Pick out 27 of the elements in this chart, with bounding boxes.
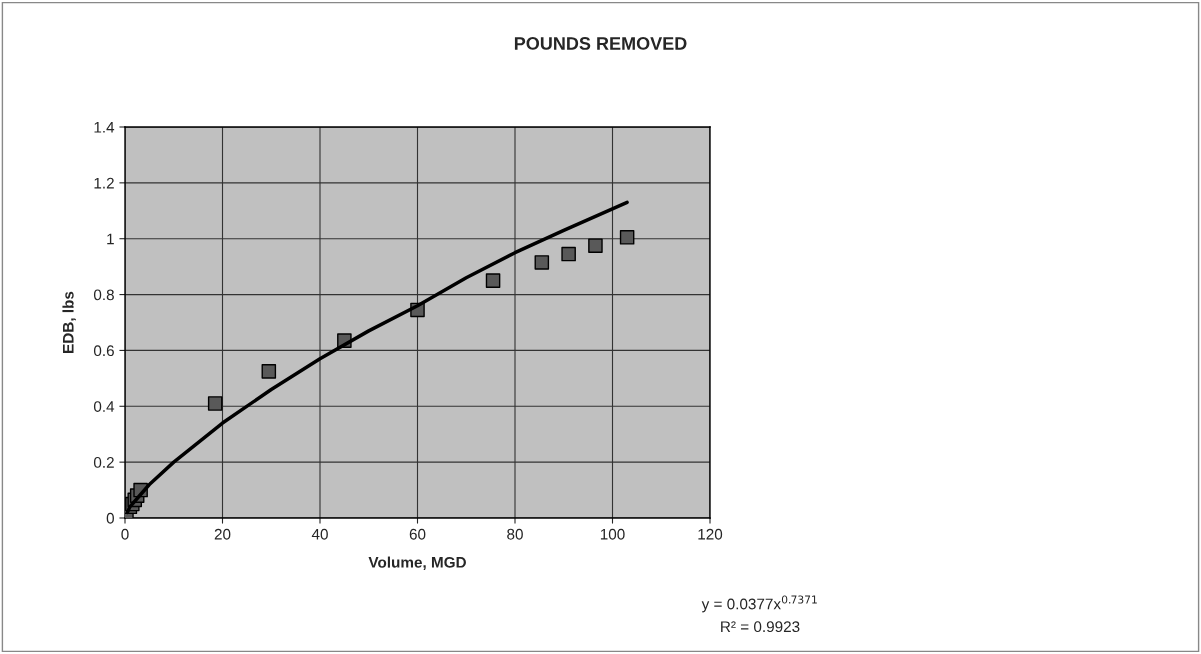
y-tick-label: 1.2 [94, 177, 114, 189]
x-tick-label: 100 [600, 528, 625, 540]
text: y = 0.0377x$^{0.7371}$ [701, 595, 817, 613]
x-tick-label: 80 [507, 528, 523, 540]
point [261, 364, 277, 379]
chart-title: POUNDS REMOVED [514, 37, 687, 50]
x-tick-label: 20 [214, 528, 231, 540]
y-tick-label: 0.4 [93, 401, 115, 412]
y-tick-label: 1.4 [94, 122, 115, 133]
y-tick-label: 1 [107, 233, 114, 245]
point [485, 273, 501, 288]
point [619, 230, 635, 245]
x-tick-label: 0 [121, 528, 129, 540]
y-axis-title: EDB, lbs [62, 291, 76, 353]
x-axis-title: Volume, MGD [368, 556, 466, 570]
point [561, 246, 576, 262]
x-tick-label: 60 [409, 528, 426, 540]
y-tick-label: 0.6 [93, 345, 114, 357]
x-tick-label: 120 [698, 528, 723, 540]
point [207, 396, 223, 411]
text: R² = 0.9923 [721, 621, 800, 633]
y-tick-label: 0.8 [93, 289, 114, 301]
point [588, 238, 603, 253]
x-tick-label: 40 [311, 528, 328, 540]
point [534, 255, 550, 270]
y-tick-label: 0 [106, 512, 114, 524]
y-tick-label: 0.2 [93, 457, 114, 468]
